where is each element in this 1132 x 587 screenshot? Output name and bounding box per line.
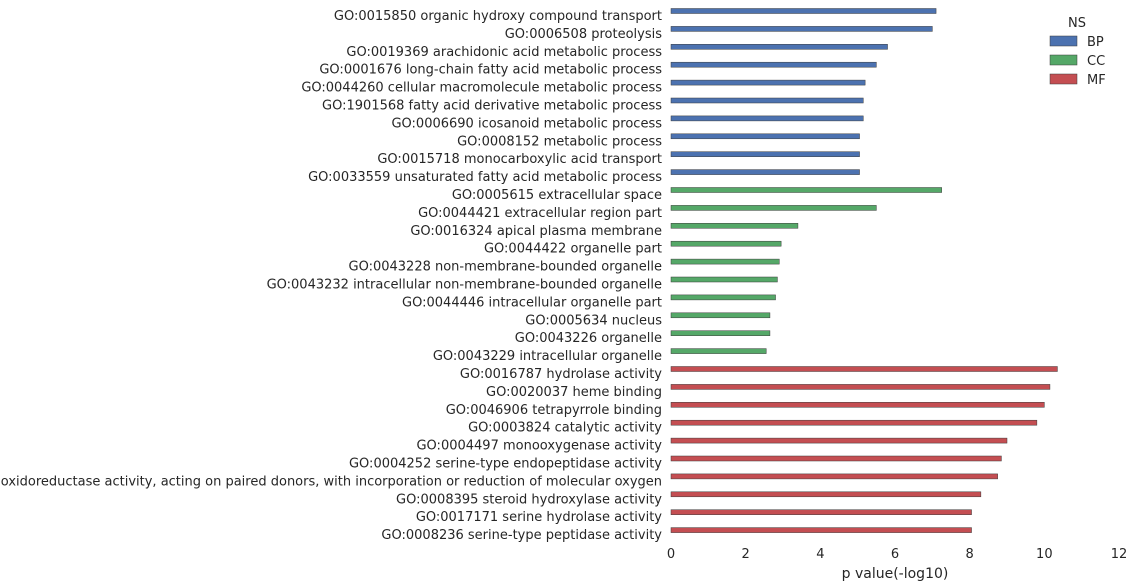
category-label: GO:0006690 icosanoid metabolic process xyxy=(391,116,662,131)
legend-swatch-bp xyxy=(1049,35,1078,47)
x-tick-label: 8 xyxy=(966,547,974,562)
bar-cc xyxy=(670,205,877,211)
category-label: GO:0043229 intracellular organelle xyxy=(433,349,662,364)
category-label: GO:0016324 apical plasma membrane xyxy=(410,224,662,239)
bar-cc xyxy=(670,330,771,336)
category-label: GO:0008236 serine-type peptidase activit… xyxy=(381,528,662,543)
x-axis-ticks: 0 2 4 6 8 10 12 xyxy=(667,547,1127,562)
category-label: GO:0044446 intracellular organelle part xyxy=(402,295,662,310)
x-tick-label: 12 xyxy=(1111,547,1128,562)
bar-cc xyxy=(670,312,771,319)
category-label: GO:0016787 hydrolase activity xyxy=(460,367,662,382)
x-tick-label: 10 xyxy=(1036,547,1053,562)
category-label: GO:0015718 monocarboxylic acid transport xyxy=(377,152,662,167)
category-label: GO:0017171 serine hydrolase activity xyxy=(416,510,662,525)
legend-label: CC xyxy=(1087,54,1105,69)
category-label: GO:0043228 non-membrane-bounded organell… xyxy=(349,260,663,275)
category-label: GO:0005634 nucleus xyxy=(525,313,662,328)
legend-swatch-cc xyxy=(1049,54,1078,66)
bar-mf xyxy=(670,509,972,515)
bar-bp xyxy=(670,26,933,32)
category-label: GO:0004497 monooxygenase activity xyxy=(416,439,662,454)
bar-bp xyxy=(670,133,860,140)
bars-group xyxy=(670,8,1058,533)
category-label: GO:0044421 extracellular region part xyxy=(418,206,662,221)
category-label: GO:0033559 unsaturated fatty acid metabo… xyxy=(308,170,662,185)
category-label: GO:0001676 long-chain fatty acid metabol… xyxy=(319,63,662,78)
category-label: GO:0043232 intracellular non-membrane-bo… xyxy=(267,278,662,293)
category-labels: GO:0015850 organic hydroxy compound tran… xyxy=(0,9,662,543)
category-label: GO:0020037 heme binding xyxy=(486,385,662,400)
bar-cc xyxy=(670,240,782,247)
category-label: GO:0006508 proteolysis xyxy=(505,27,662,42)
bar-bp xyxy=(670,115,864,122)
category-label: GO:0044422 organelle part xyxy=(484,242,662,257)
bar-cc xyxy=(670,187,942,193)
bar-mf xyxy=(670,366,1058,372)
x-tick-label: 6 xyxy=(891,547,899,562)
legend-swatch-mf xyxy=(1049,73,1078,85)
bar-cc xyxy=(670,276,778,283)
bar-cc xyxy=(670,348,767,354)
category-label: GO:0005615 extracellular space xyxy=(452,188,662,203)
bar-mf xyxy=(670,491,982,498)
category-label: GO:0003824 catalytic activity xyxy=(468,421,662,436)
category-label: GO:0043226 organelle xyxy=(515,331,662,346)
bar-mf xyxy=(670,384,1051,390)
legend: NS BP CC MF xyxy=(1049,16,1106,88)
bar-cc xyxy=(670,258,780,265)
bar-bp xyxy=(670,8,937,14)
category-label: GO:0015850 organic hydroxy compound tran… xyxy=(334,9,662,24)
x-axis-title: p value(-log10) xyxy=(842,566,949,582)
bar-cc xyxy=(670,294,776,301)
bar-mf xyxy=(670,402,1045,408)
bar-bp xyxy=(670,44,888,50)
category-label: GO:0004252 serine-type endopeptidase act… xyxy=(349,457,662,472)
category-label: GO:1901568 fatty acid derivative metabol… xyxy=(322,99,662,114)
x-tick-label: 0 xyxy=(667,547,675,562)
category-label: GO:0008395 steroid hydroxylase activity xyxy=(396,492,662,507)
bar-mf xyxy=(670,473,998,480)
bar-mf xyxy=(670,437,1008,444)
bar-bp xyxy=(670,151,860,157)
legend-label: MF xyxy=(1087,73,1106,88)
bar-bp xyxy=(670,79,866,86)
category-label: GO:0019369 arachidonic acid metabolic pr… xyxy=(346,45,662,60)
bar-mf xyxy=(670,527,972,533)
bar-bp xyxy=(670,169,860,175)
legend-label: BP xyxy=(1087,35,1104,50)
bar-cc xyxy=(670,223,799,229)
bar-mf xyxy=(670,455,1002,462)
category-label: GO:0016705 oxidoreductase activity, acti… xyxy=(0,474,662,489)
legend-title: NS xyxy=(1068,16,1086,31)
bar-bp xyxy=(670,97,864,104)
x-tick-label: 2 xyxy=(742,547,750,562)
category-label: GO:0046906 tetrapyrrole binding xyxy=(446,403,662,418)
x-tick-label: 4 xyxy=(816,547,824,562)
bar-mf xyxy=(670,419,1038,426)
category-label: GO:0008152 metabolic process xyxy=(457,134,662,149)
bar-bp xyxy=(670,61,877,68)
category-label: GO:0044260 cellular macromolecule metabo… xyxy=(301,81,662,96)
